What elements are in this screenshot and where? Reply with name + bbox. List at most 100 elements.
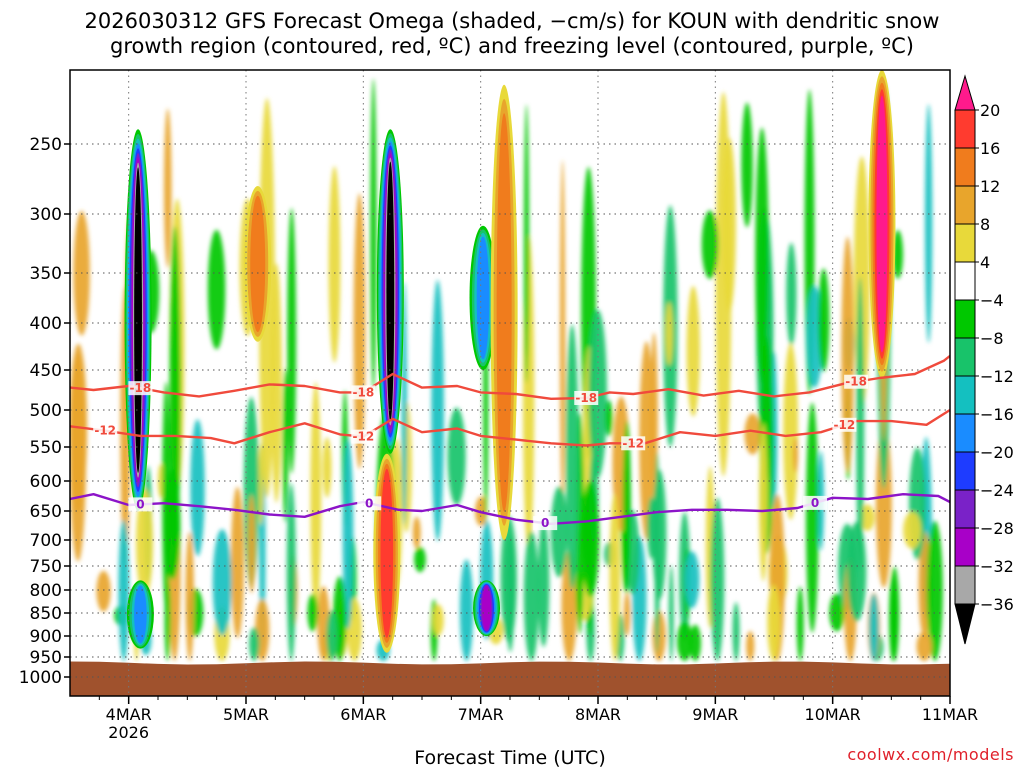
rising-motion-cell [710,497,725,661]
contour-label-bg [351,429,376,444]
sinking-motion-cell [322,437,332,498]
colorbar-label-6: −8 [980,329,1004,348]
colorbar: 20 16 12 8 4 −4 −8 −12 −16 −20 −24 −28 −32 −36 [954,74,1014,645]
contour-label-1-1: -12 [352,430,374,444]
rising-motion-cell [342,439,354,630]
contour-line-0 [70,354,950,400]
omega-core-0-level-8 [134,167,142,473]
contour-label-1-2: -12 [622,436,644,450]
contour-label-bg [621,436,646,451]
omega-core-8 [490,84,518,540]
rising-motion-cell [523,104,530,384]
rising-motion-cell [190,419,205,557]
rising-motion-cell [505,535,515,653]
grid [70,70,950,696]
rising-motion-cell [668,565,674,662]
sinking-motion-cell [623,591,631,637]
contour-label-0-0: -18 [130,381,152,395]
y-tick-label-600: 600 [30,472,62,492]
x-tick-label-11MAR: 11MAR [922,705,978,724]
y-tick-label-850: 850 [30,604,62,624]
omega-core-1-level-3 [134,585,147,644]
contour-label-0-1: -18 [352,385,374,399]
rising-motion-cell [689,624,701,661]
colorbar-label-10: −24 [980,481,1014,500]
ground-surface [70,661,950,696]
sinking-motion-cell [841,236,854,473]
plot-area: -18 -18 -18 -18 -12 -12 -12 -12 0 0 0 0 [69,69,951,697]
omega-core-6-level-4 [876,95,888,353]
colorbar-swatch-6 [954,299,976,339]
x-tick-label-6MAR: 6MAR [340,705,386,724]
chart-title-line-2: growth region (contoured, red, ºC) and f… [110,34,914,58]
sinking-motion-cell [758,423,768,582]
contour-label-bg [832,417,857,432]
omega-core-3 [373,453,401,653]
colorbar-label-7: −12 [980,367,1014,386]
colorbar-swatch-5 [954,261,976,301]
omega-core-4 [473,580,501,636]
y-tick-label-350: 350 [30,264,62,284]
rising-motion-cell [847,521,867,622]
contour-label-bg [803,495,828,510]
colorbar-swatch-8 [954,375,976,415]
colorbar-swatch-13 [954,565,976,605]
credit-link[interactable]: coolwx.com/models [847,745,1014,764]
y-tick-label-900: 900 [30,627,62,647]
rising-motion-cell [684,551,700,609]
temperature-contours: -18 -18 -18 -18 -12 -12 -12 -12 0 0 0 0 [70,354,950,531]
omega-core-5 [469,225,497,370]
chart-title-line-1: 2026030312 GFS Forecast Omega (shaded, −… [85,9,940,33]
omega-shading [70,70,943,662]
contour-label-bg [128,497,153,512]
omega-core-0 [124,129,152,511]
colorbar-swatch-10 [954,451,976,491]
y-tick-label-300: 300 [30,205,62,225]
contour-label-1-3: -12 [834,418,856,432]
sinking-motion-cell [665,301,673,366]
rising-motion-cell [282,368,289,523]
contour-label-bg [93,423,118,438]
rising-motion-cell [732,602,740,661]
rising-motion-cell [207,229,226,350]
sinking-motion-cell [310,382,322,615]
rising-motion-cell [805,402,819,633]
omega-core-7 [244,186,272,342]
sinking-motion-cell [432,604,444,636]
x-tick-label-7MAR: 7MAR [458,705,504,724]
rising-motion-cell [286,483,296,661]
y-tick-label-800: 800 [30,581,62,601]
sinking-motion-cell [767,584,781,661]
rising-motion-cell [370,78,377,392]
sinking-motion-cell [686,285,700,417]
rising-motion-cell [786,242,797,347]
sinking-motion-cell [875,421,892,588]
sinking-motion-cell [903,511,922,549]
omega-core-7-level-2 [250,195,266,333]
contour-label-2-2: 0 [541,516,549,530]
sinking-motion-cell [916,631,932,661]
colorbar-swatch-12 [954,527,976,567]
sinking-motion-cell [230,486,244,639]
omega-core-3-level-3 [380,468,394,638]
sinking-motion-cell [744,413,761,455]
sinking-motion-cell [609,493,621,661]
rising-motion-cell [447,407,466,506]
sinking-motion-cell [783,343,799,520]
y-tick-label-650: 650 [30,502,62,522]
contour-label-2-0: 0 [136,497,144,511]
rising-motion-cell [926,520,943,661]
x-axis-label: Forecast Time (UTC) [414,747,605,768]
sinking-motion-cell [650,332,658,503]
contour-label-1-0: -12 [94,424,116,438]
y-axis: 250 300 350 400 450 500 550 600 650 700 750 800 850 9… [19,135,70,688]
rising-motion-cell [212,529,232,636]
omega-core-6 [868,70,896,378]
omega-core-5-level-3 [476,236,490,360]
rising-motion-cell [817,268,830,372]
y-tick-label-500: 500 [30,401,62,421]
y-tick-label-950: 950 [30,648,62,668]
rising-motion-cell [414,546,426,573]
rising-motion-cell [565,324,579,590]
